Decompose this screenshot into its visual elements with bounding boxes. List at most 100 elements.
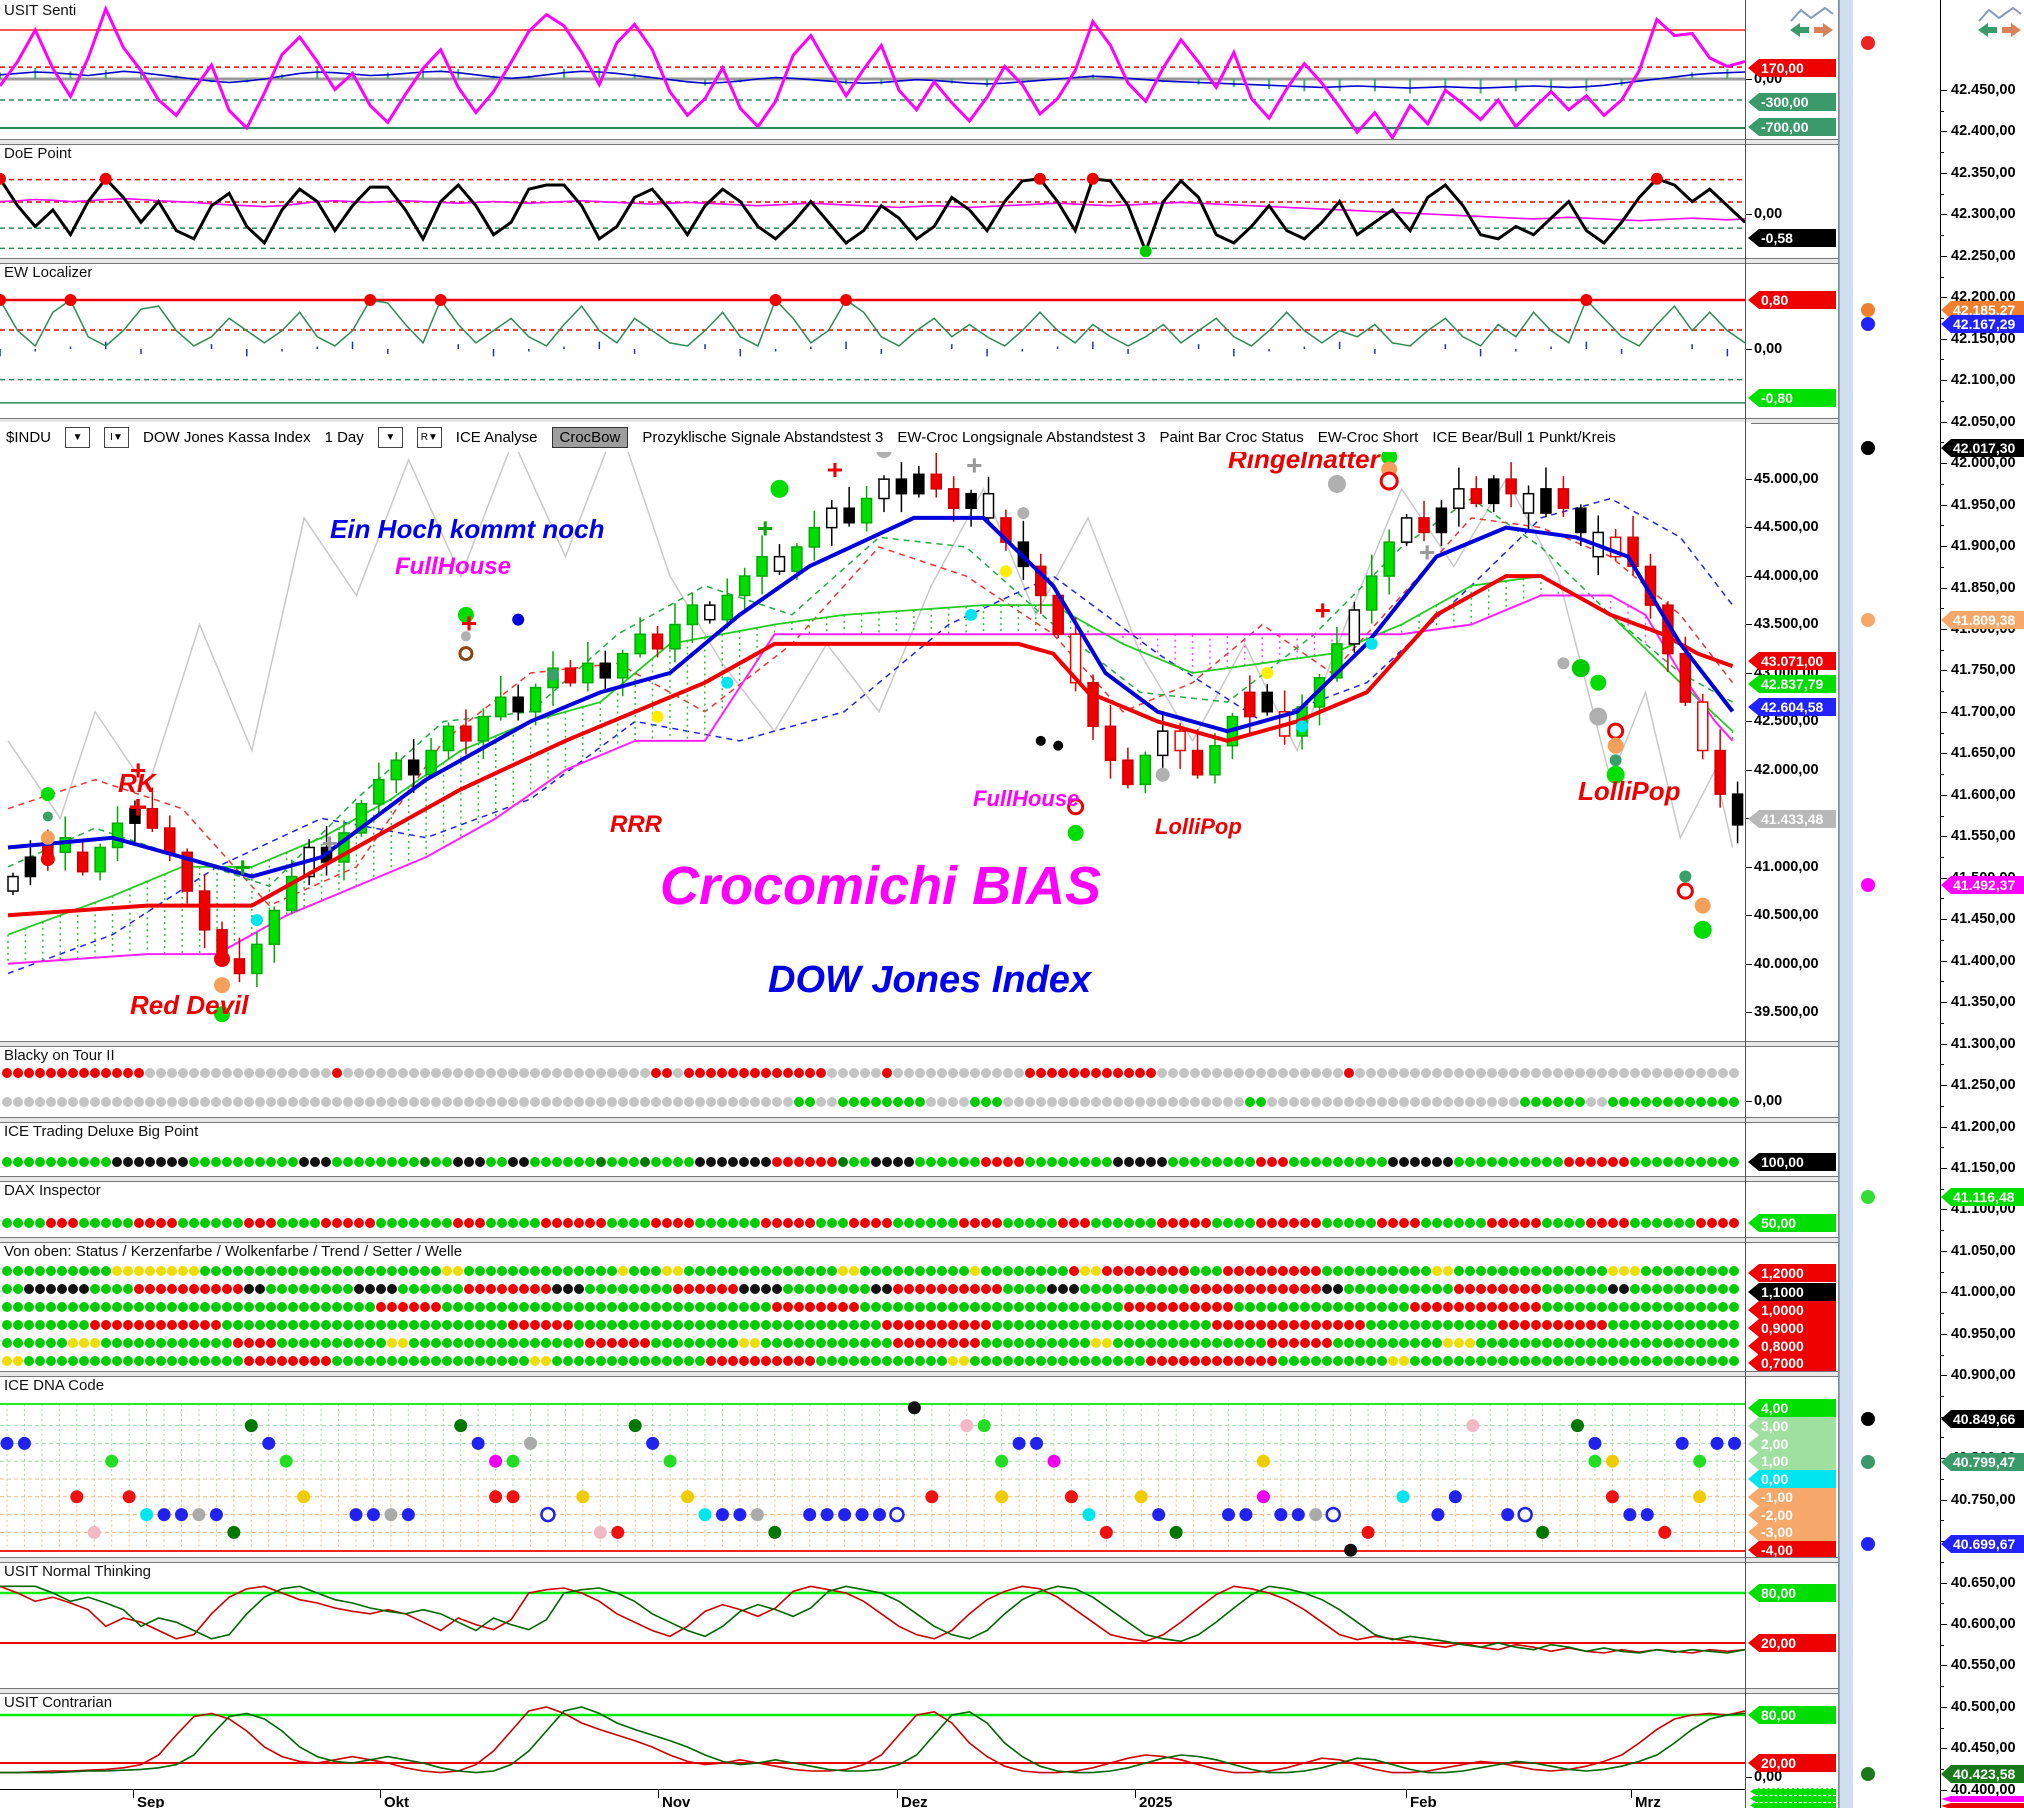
zigzag-scroll-icon[interactable] — [1787, 5, 1835, 37]
ew-localizer-chart[interactable] — [0, 262, 1745, 418]
status-dot — [24, 1097, 34, 1107]
status-dot — [1256, 1338, 1266, 1348]
status-dot — [1135, 1338, 1145, 1348]
status-dot — [937, 1157, 947, 1167]
panel-separator[interactable] — [0, 1371, 1838, 1377]
status-dot — [123, 1097, 133, 1107]
status-dot — [101, 1284, 111, 1294]
candle — [1540, 488, 1552, 514]
interval-dropdown[interactable]: I▼ — [104, 426, 130, 448]
status-dot — [1201, 1284, 1211, 1294]
status-dot — [277, 1302, 287, 1312]
status-dot — [739, 1320, 749, 1330]
crocbow-button[interactable]: CrocBow — [551, 426, 629, 448]
status-dot — [651, 1157, 661, 1167]
period-label[interactable]: 1 Day — [324, 428, 364, 446]
dax-inspector-dot-chart[interactable] — [0, 1180, 1745, 1237]
status-dot — [178, 1068, 188, 1078]
dow-jones-candlestick-chart[interactable]: +++++++++Ein Hoch kommt nochFullHouseRK+… — [0, 452, 1745, 1041]
doe-point-chart[interactable] — [0, 143, 1745, 258]
status-dot — [1575, 1284, 1585, 1294]
status-dot — [1608, 1157, 1618, 1167]
menu-prozyklische-signale[interactable]: Prozyklische Signale Abstandstest 3 — [642, 428, 884, 446]
ice-dna-scatter-chart[interactable] — [0, 1375, 1745, 1557]
usit-normal-chart[interactable] — [0, 1561, 1745, 1688]
status-dot — [475, 1218, 485, 1228]
status-dot — [915, 1266, 925, 1276]
status-dot — [1377, 1266, 1387, 1276]
usit-senti-chart[interactable] — [0, 0, 1745, 139]
status-dot — [706, 1320, 716, 1330]
vertical-scrollbar[interactable] — [1839, 0, 1854, 1808]
panel-separator[interactable] — [0, 1041, 1838, 1047]
status-dot — [794, 1356, 804, 1366]
status-dot — [1443, 1320, 1453, 1330]
status-dot — [1267, 1266, 1277, 1276]
status-dot — [475, 1284, 485, 1294]
symbol-dropdown[interactable]: ▼ — [65, 426, 91, 448]
axis-month-label: Sep — [137, 1794, 165, 1808]
signal-dot — [1139, 245, 1152, 258]
status-dot — [1399, 1320, 1409, 1330]
von-oben-dot-chart[interactable] — [0, 1241, 1745, 1371]
panel-separator[interactable] — [0, 258, 1838, 264]
status-dot — [200, 1338, 210, 1348]
status-dot — [244, 1356, 254, 1366]
status-dot — [629, 1284, 639, 1294]
status-dot — [486, 1157, 496, 1167]
signal-dot — [434, 294, 447, 306]
ice-trading-dot-chart[interactable] — [0, 1121, 1745, 1176]
status-dot — [1652, 1157, 1662, 1167]
status-dot — [717, 1097, 727, 1107]
menu-ew-croc-longsignale[interactable]: EW-Croc Longsignale Abstandstest 3 — [897, 428, 1146, 446]
status-dot — [1421, 1218, 1431, 1228]
signal-dot — [214, 1006, 231, 1023]
status-dot — [266, 1157, 276, 1167]
instrument-label[interactable]: DOW Jones Kassa Index — [143, 428, 311, 446]
status-dot — [365, 1266, 375, 1276]
status-dot — [453, 1302, 463, 1312]
status-dot — [1377, 1320, 1387, 1330]
symbol-label[interactable]: $INDU — [6, 428, 52, 446]
blacky-dot-chart[interactable] — [0, 1045, 1745, 1117]
zigzag-scroll-icon[interactable] — [1975, 5, 2023, 37]
menu-paint-bar-croc[interactable]: Paint Bar Croc Status — [1159, 428, 1304, 446]
range-dropdown[interactable]: R▼ — [416, 426, 442, 448]
panel-separator[interactable] — [0, 1176, 1838, 1182]
usit-contrarian-chart[interactable] — [0, 1692, 1745, 1788]
status-dot — [365, 1356, 375, 1366]
status-dot — [167, 1266, 177, 1276]
menu-ice-analyse[interactable]: ICE Analyse — [455, 428, 538, 446]
status-dot — [1432, 1266, 1442, 1276]
panel-separator[interactable] — [0, 1557, 1838, 1563]
status-dot — [354, 1284, 364, 1294]
status-dot — [79, 1266, 89, 1276]
status-dot — [882, 1338, 892, 1348]
main-chart-toolbar: $INDU ▼ I▼ DOW Jones Kassa Index 1 Day ▼… — [0, 422, 1751, 452]
status-dot — [1201, 1266, 1211, 1276]
status-dot — [233, 1097, 243, 1107]
status-dot — [552, 1284, 562, 1294]
status-dot — [486, 1320, 496, 1330]
panel-title-usit-senti: USIT Senti — [4, 2, 77, 19]
right-price-scale[interactable]: 42.450,00 42.400,00 42.350,00 42.300,00 42.2… — [1941, 0, 2024, 1808]
menu-ice-bear-bull[interactable]: ICE Bear/Bull 1 Punkt/Kreis — [1432, 428, 1616, 446]
signal-dot — [1693, 920, 1712, 939]
menu-ew-croc-short[interactable]: EW-Croc Short — [1317, 428, 1419, 446]
status-dot — [607, 1157, 617, 1167]
status-dot — [343, 1068, 353, 1078]
status-dot — [640, 1157, 650, 1167]
status-dot — [574, 1097, 584, 1107]
panel-separator[interactable] — [0, 1237, 1838, 1243]
panel-separator[interactable] — [0, 1117, 1838, 1123]
status-dot — [1575, 1320, 1585, 1330]
status-dot — [277, 1097, 287, 1107]
status-dot — [1487, 1218, 1497, 1228]
status-dot — [343, 1157, 353, 1167]
panel-separator[interactable] — [0, 139, 1838, 145]
status-dot — [46, 1284, 56, 1294]
status-dot — [1223, 1284, 1233, 1294]
period-dropdown[interactable]: ▼ — [377, 426, 403, 448]
panel-separator[interactable] — [0, 1688, 1838, 1694]
signal-dot — [1650, 172, 1663, 185]
